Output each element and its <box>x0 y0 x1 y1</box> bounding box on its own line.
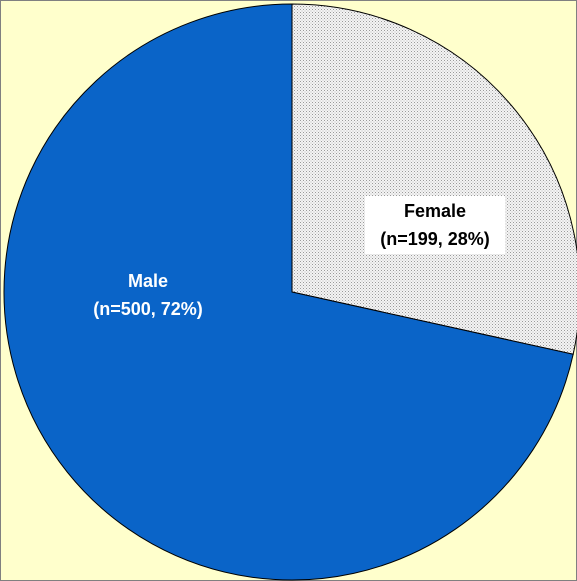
slice-label: Male <box>128 271 168 291</box>
label-background <box>365 196 505 254</box>
pie-slice <box>3 3 574 581</box>
slice-value-label: (n=500, 72%) <box>93 299 203 319</box>
slice-label: Female <box>404 201 466 221</box>
slice-value-label: (n=199, 28%) <box>380 229 490 249</box>
pie-slice <box>291 3 577 355</box>
